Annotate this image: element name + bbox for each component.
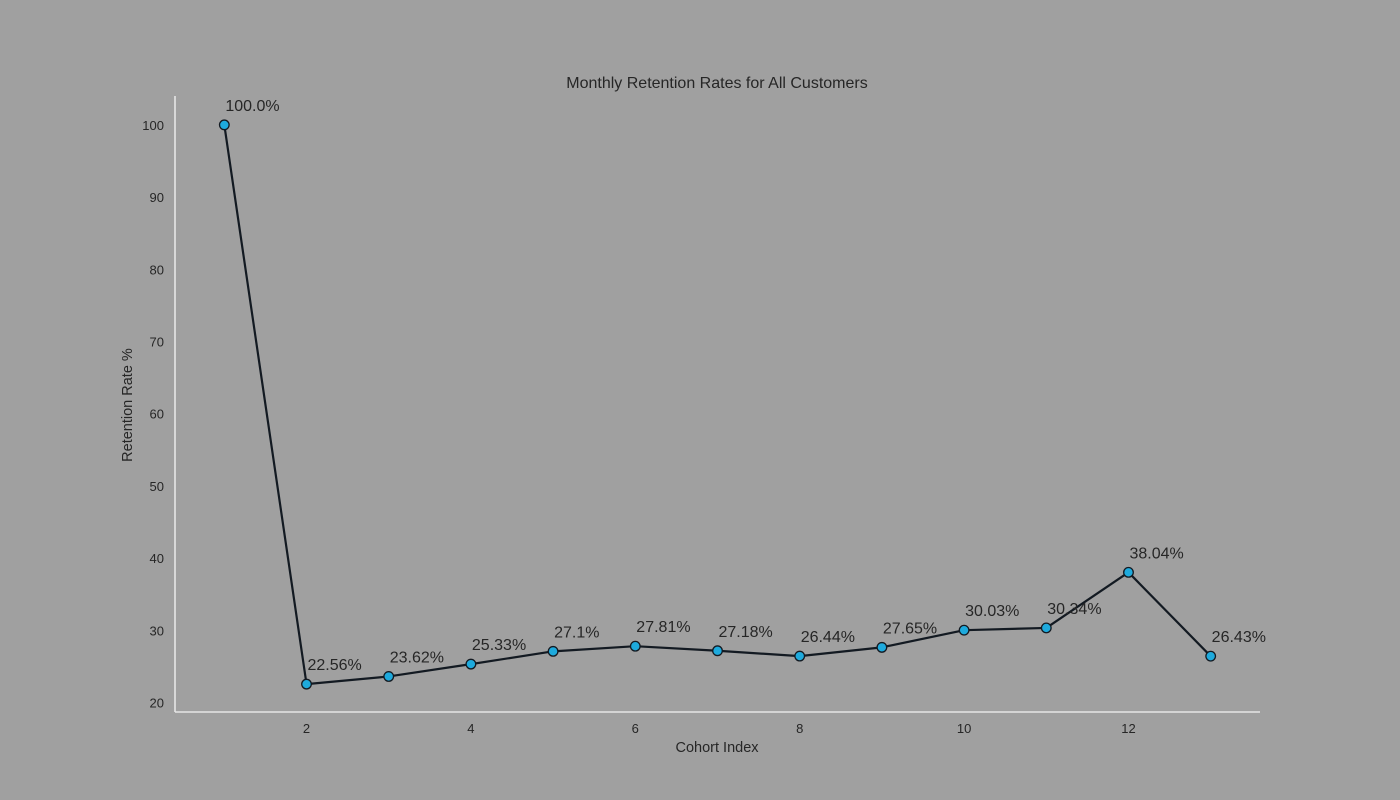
data-value-label: 38.04%	[1129, 545, 1183, 562]
data-point-marker	[547, 645, 559, 657]
y-tick-label: 70	[150, 335, 164, 350]
data-value-label: 23.62%	[390, 649, 444, 666]
x-tick-label: 12	[1121, 721, 1135, 736]
data-point-marker	[465, 658, 477, 670]
y-axis-label: Retention Rate %	[120, 348, 136, 462]
data-point-marker	[712, 645, 723, 657]
data-point-marker	[794, 650, 806, 662]
data-point-marker	[301, 678, 312, 690]
x-tick-label: 2	[303, 721, 310, 736]
y-tick-label: 90	[150, 190, 164, 205]
data-value-label: 100.0%	[225, 98, 279, 115]
x-tick-label: 6	[632, 721, 639, 736]
data-point-marker	[1040, 622, 1052, 634]
data-value-label: 22.56%	[308, 657, 362, 674]
data-point-marker	[1123, 566, 1134, 578]
y-tick-label: 50	[150, 479, 164, 494]
x-axis-label: Cohort Index	[675, 740, 759, 756]
data-value-label: 30.34%	[1047, 601, 1101, 618]
data-value-label: 27.81%	[636, 619, 690, 636]
data-labels: 100.0% 22.56% 23.62% 25.33% 27.1% 27.81% 27.18…	[225, 98, 1266, 674]
data-point-marker	[383, 671, 395, 682]
y-tick-label: 100	[142, 118, 164, 133]
y-tick-label: 80	[150, 262, 164, 277]
x-tick-label: 8	[796, 721, 803, 736]
data-point-marker	[629, 640, 641, 652]
data-point-marker	[218, 119, 230, 131]
data-point-marker	[876, 641, 888, 653]
x-tick-label: 10	[957, 721, 971, 736]
y-tick-label: 60	[150, 407, 164, 422]
data-value-label: 27.65%	[883, 620, 937, 637]
y-tick-label: 20	[150, 696, 164, 711]
y-tick-label: 40	[150, 551, 164, 566]
data-value-label: 27.1%	[554, 624, 599, 641]
y-tick-labels: 20 30 40 50 60 70 80 90 100	[142, 118, 164, 711]
x-tick-labels: 2 4 6 8 10 12	[303, 721, 1136, 736]
data-value-label: 26.44%	[801, 629, 855, 646]
chart-title: Monthly Retention Rates for All Customer…	[566, 75, 867, 92]
data-markers	[218, 119, 1217, 690]
data-point-marker	[1205, 650, 1217, 662]
data-value-label: 27.18%	[719, 624, 773, 641]
y-tick-label: 30	[150, 623, 164, 638]
data-value-label: 26.43%	[1212, 629, 1266, 646]
data-value-label: 30.03%	[965, 603, 1019, 620]
data-value-label: 25.33%	[472, 637, 526, 654]
x-tick-label: 4	[467, 721, 474, 736]
data-point-marker	[958, 624, 970, 636]
